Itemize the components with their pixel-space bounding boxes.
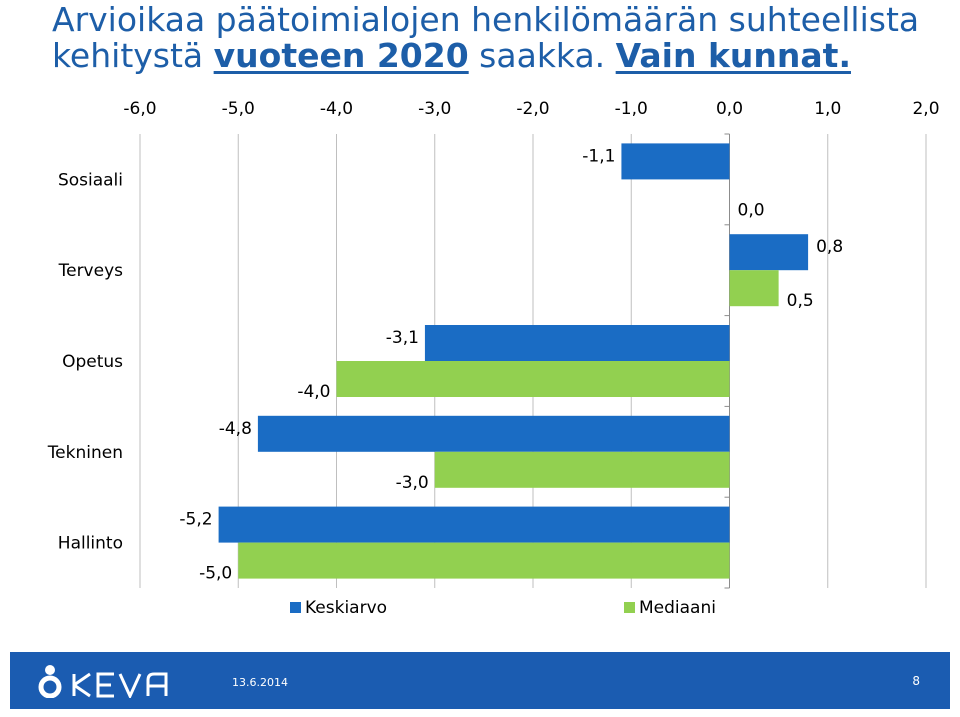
data-label-keskiarvo-4: -5,2: [179, 510, 212, 530]
category-label-0: Sosiaali: [58, 170, 123, 190]
x-tick-label-6: 0,0: [716, 99, 743, 119]
bar-mediaani-2: [336, 361, 730, 397]
data-label-mediaani-1: 0,5: [787, 291, 814, 311]
category-label-4: Hallinto: [58, 534, 123, 554]
data-label-keskiarvo-0: -1,1: [582, 146, 615, 166]
legend-swatch-mediaani: [624, 602, 635, 613]
bar-mediaani-1: [729, 270, 779, 307]
bar-keskiarvo-2: [424, 325, 730, 361]
data-label-mediaani-3: -3,0: [396, 473, 429, 493]
data-label-mediaani-2: -4,0: [297, 382, 330, 402]
page-title: Arvioikaa päätoimialojen henkilömäärän s…: [52, 2, 952, 74]
logo-dot: [45, 665, 55, 675]
data-label-keskiarvo-3: -4,8: [219, 419, 252, 439]
x-tick-label-0: -6,0: [123, 99, 156, 119]
x-tick-label-5: -1,0: [615, 99, 648, 119]
bar-keskiarvo-4: [218, 506, 730, 543]
x-tick-label-7: 1,0: [814, 99, 841, 119]
x-tick-label-8: 2,0: [912, 99, 939, 119]
logo-wordmark: [72, 672, 168, 698]
data-label-mediaani-0: 0,0: [738, 200, 765, 220]
category-label-3: Tekninen: [47, 443, 123, 463]
legend-label-keskiarvo: Keskiarvo: [305, 598, 387, 618]
bar-keskiarvo-0: [621, 143, 730, 180]
bar-keskiarvo-1: [729, 234, 809, 271]
keva-logo: [38, 665, 168, 698]
x-tick-label-3: -3,0: [418, 99, 451, 119]
bar-keskiarvo-3: [257, 415, 730, 452]
data-label-mediaani-4: -5,0: [199, 564, 232, 584]
title-line-2-start: kehitystä: [52, 36, 214, 75]
legend-label-mediaani: Mediaani: [639, 598, 716, 618]
page-number: 8: [912, 674, 920, 688]
data-label-keskiarvo-1: 0,8: [816, 237, 843, 257]
title-emphasis-year: vuoteen 2020: [213, 36, 469, 75]
x-tick-label-1: -5,0: [222, 99, 255, 119]
bar-mediaani-3: [434, 451, 730, 488]
category-label-1: Terveys: [58, 261, 124, 281]
title-line-1: Arvioikaa päätoimialojen henkilömäärän s…: [52, 0, 920, 39]
bar-chart: -6,0 -5,0 -4,0 -3,0 -2,0 -1,0 0,0 1,0 2,0 Sosiaal…: [47, 99, 940, 618]
data-label-keskiarvo-2: -3,1: [386, 328, 419, 348]
legend-swatch-keskiarvo: [290, 602, 301, 613]
title-line-2: kehitystä vuoteen 2020 saakka. Vain kunn…: [52, 38, 952, 74]
x-tick-label-4: -2,0: [516, 99, 549, 119]
logo-ring: [38, 675, 62, 698]
bar-mediaani-4: [238, 542, 730, 579]
title-line-2-middle: saakka.: [468, 36, 616, 75]
footer-date: 13.6.2014: [232, 676, 288, 689]
category-label-2: Opetus: [62, 352, 123, 372]
footer-bar: 13.6.2014 8: [10, 652, 950, 709]
title-emphasis-municipalities: Vain kunnat.: [615, 36, 851, 75]
x-tick-label-2: -4,0: [320, 99, 353, 119]
